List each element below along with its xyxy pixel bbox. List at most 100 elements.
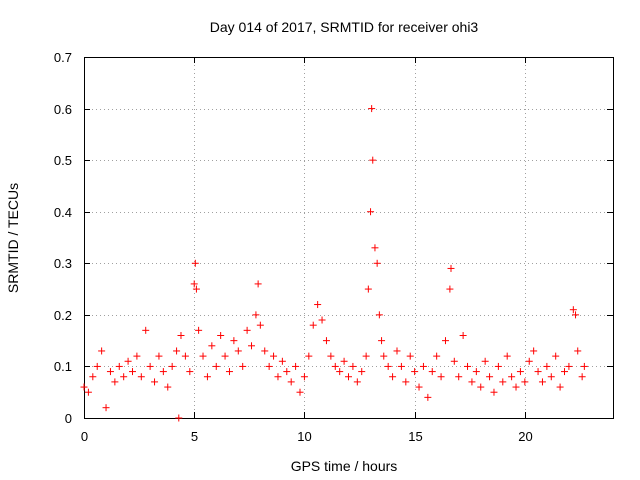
data-point: [411, 368, 419, 376]
data-point: [512, 383, 520, 391]
data-point: [217, 331, 225, 339]
data-point: [397, 362, 405, 370]
y-tick-label: 0.4: [54, 205, 72, 220]
data-point: [336, 368, 344, 376]
data-point: [345, 373, 352, 381]
y-tick-label: 0: [65, 411, 72, 426]
data-point: [221, 352, 229, 360]
data-point: [106, 368, 114, 376]
data-point: [433, 352, 441, 360]
data-point: [283, 368, 291, 376]
data-point: [543, 362, 551, 370]
data-point: [368, 105, 376, 113]
data-point: [367, 208, 375, 216]
y-tick-label: 0.3: [54, 256, 72, 271]
data-point: [314, 301, 322, 309]
chart-title: Day 014 of 2017, SRMTID for receiver ohi…: [210, 19, 479, 35]
data-point: [455, 373, 463, 381]
x-tick-label: 10: [297, 429, 311, 444]
data-point: [353, 378, 361, 386]
y-axis-label: SRMTID / TECUs: [5, 183, 21, 293]
data-point: [151, 378, 159, 386]
y-tick-label: 0.5: [54, 153, 72, 168]
data-point: [384, 362, 392, 370]
data-point: [525, 357, 533, 365]
data-point: [300, 373, 308, 381]
data-point: [111, 378, 119, 386]
data-point: [296, 388, 304, 396]
tick-labels: 0 0.1 0.2 0.3 0.4 0.5 0.6 0.7 0 5 10 15 20: [54, 50, 533, 444]
y-tick-label: 0.2: [54, 308, 72, 323]
data-point: [362, 352, 370, 360]
data-point: [327, 352, 335, 360]
data-point: [120, 373, 128, 381]
data-point: [378, 337, 386, 345]
data-point: [561, 368, 569, 376]
data-point: [371, 244, 379, 252]
data-point: [208, 342, 216, 350]
data-point: [265, 362, 273, 370]
data-point: [552, 352, 560, 360]
data-point: [349, 362, 357, 370]
data-point: [84, 388, 92, 396]
data-point: [270, 352, 278, 360]
y-tick-label: 0.1: [54, 359, 72, 374]
data-point: [481, 357, 489, 365]
data-point: [274, 373, 282, 381]
data-point: [572, 311, 580, 319]
data-point: [252, 311, 260, 319]
data-point: [534, 368, 542, 376]
data-point: [292, 362, 300, 370]
data-point: [181, 352, 189, 360]
data-point: [234, 347, 242, 355]
data-point: [565, 362, 573, 370]
x-axis-label: GPS time / hours: [291, 458, 398, 474]
data-point: [243, 326, 251, 334]
data-point: [393, 347, 401, 355]
data-point: [89, 373, 97, 381]
data-points: [80, 105, 588, 422]
data-point: [124, 357, 132, 365]
data-point: [318, 316, 326, 324]
data-point: [278, 357, 286, 365]
data-point: [494, 362, 502, 370]
data-point: [358, 368, 366, 376]
data-point: [128, 368, 136, 376]
data-point: [309, 321, 317, 329]
data-point: [331, 362, 339, 370]
data-point: [191, 259, 199, 267]
data-point: [175, 414, 183, 422]
data-point: [177, 331, 185, 339]
x-tick-label: 5: [191, 429, 198, 444]
data-point: [446, 285, 454, 293]
data-point: [380, 352, 388, 360]
data-point: [569, 306, 577, 314]
data-point: [556, 383, 564, 391]
data-point: [146, 362, 154, 370]
data-point: [115, 362, 123, 370]
data-point: [415, 383, 423, 391]
x-tick-label: 0: [81, 429, 88, 444]
data-point: [212, 362, 220, 370]
data-point: [186, 368, 194, 376]
data-point: [437, 373, 445, 381]
data-point: [93, 362, 101, 370]
data-point: [580, 362, 588, 370]
grid-lines: [84, 57, 613, 418]
data-point: [230, 337, 238, 345]
data-point: [254, 280, 262, 288]
data-point: [464, 362, 472, 370]
data-point: [261, 347, 269, 355]
data-point: [521, 378, 529, 386]
data-point: [155, 352, 163, 360]
data-point: [225, 368, 233, 376]
data-point: [402, 378, 410, 386]
data-point: [447, 264, 455, 272]
data-point: [142, 326, 150, 334]
y-tick-label: 0.6: [54, 102, 72, 117]
y-tick-label: 0.7: [54, 50, 72, 65]
data-point: [80, 383, 88, 391]
data-point: [424, 393, 432, 401]
data-point: [190, 280, 198, 288]
